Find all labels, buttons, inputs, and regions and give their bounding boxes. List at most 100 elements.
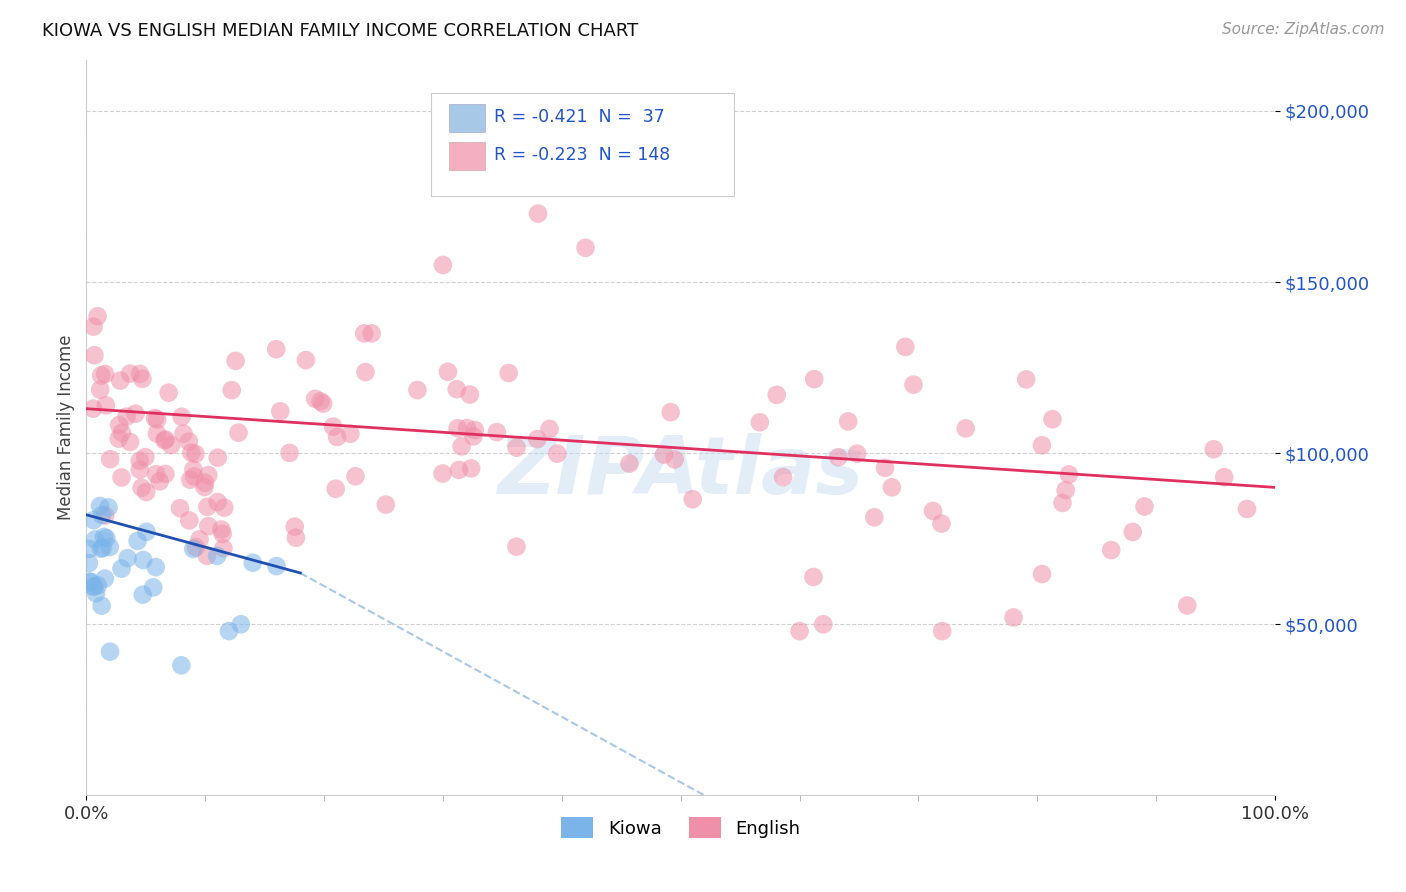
Point — [131, 481, 153, 495]
Point — [160, 438, 183, 452]
Point — [169, 501, 191, 516]
Point — [79, 574, 101, 589]
Point — [1122, 524, 1144, 539]
Point — [931, 516, 953, 531]
Point — [128, 454, 150, 468]
Point — [98, 645, 121, 659]
Point — [450, 439, 472, 453]
Point — [309, 394, 332, 409]
Point — [538, 422, 561, 436]
Point — [110, 374, 132, 388]
Point — [1002, 610, 1025, 624]
Point — [197, 500, 219, 514]
Point — [748, 415, 770, 429]
Point — [170, 658, 193, 673]
Point — [1042, 412, 1064, 426]
Point — [84, 586, 107, 600]
FancyBboxPatch shape — [449, 103, 485, 132]
Point — [132, 588, 155, 602]
Point — [205, 549, 228, 563]
Point — [765, 388, 787, 402]
Point — [193, 480, 215, 494]
Point — [127, 533, 149, 548]
Point — [460, 461, 482, 475]
Point — [135, 524, 157, 539]
Point — [498, 366, 520, 380]
Point — [664, 452, 686, 467]
Point — [432, 258, 454, 272]
Point — [94, 572, 117, 586]
Point — [83, 513, 105, 527]
Point — [207, 450, 229, 465]
Point — [115, 409, 138, 424]
Point — [619, 457, 641, 471]
Point — [209, 523, 232, 537]
Point — [177, 434, 200, 449]
Point — [83, 580, 105, 594]
Point — [212, 541, 235, 556]
Point — [505, 540, 527, 554]
Point — [505, 441, 527, 455]
Point — [228, 425, 250, 440]
Point — [197, 468, 219, 483]
Point — [803, 570, 825, 584]
Point — [458, 387, 481, 401]
Point — [77, 556, 100, 570]
Point — [295, 353, 318, 368]
Point — [813, 617, 835, 632]
Point — [325, 482, 347, 496]
Point — [339, 426, 361, 441]
Point — [93, 530, 115, 544]
Point — [77, 541, 100, 556]
Point — [546, 447, 568, 461]
Point — [1054, 483, 1077, 497]
Point — [269, 404, 291, 418]
Text: R = -0.421  N =  37: R = -0.421 N = 37 — [494, 108, 665, 126]
Point — [180, 445, 202, 459]
Point — [266, 559, 288, 574]
Point — [789, 624, 811, 639]
Point — [83, 348, 105, 362]
Point — [903, 377, 925, 392]
Point — [1175, 599, 1198, 613]
Point — [463, 429, 485, 443]
Point — [1031, 567, 1053, 582]
Point — [284, 531, 307, 545]
Point — [94, 398, 117, 412]
Point — [955, 421, 977, 435]
Point — [574, 241, 596, 255]
Point — [211, 527, 233, 541]
Point — [218, 624, 240, 639]
Point — [278, 446, 301, 460]
Point — [527, 206, 550, 220]
Point — [353, 326, 375, 341]
Point — [135, 485, 157, 500]
Point — [1213, 470, 1236, 484]
Point — [188, 533, 211, 547]
Point — [242, 556, 264, 570]
Point — [82, 401, 104, 416]
Point — [172, 426, 194, 441]
Point — [131, 372, 153, 386]
Point — [1099, 543, 1122, 558]
Point — [110, 470, 132, 484]
Point — [1052, 496, 1074, 510]
Point — [120, 435, 142, 450]
Point — [132, 553, 155, 567]
Point — [129, 367, 152, 381]
Point — [97, 500, 120, 515]
Point — [322, 419, 344, 434]
Point — [229, 617, 252, 632]
Point — [194, 475, 217, 490]
Point — [184, 540, 207, 554]
Legend: Kiowa, English: Kiowa, English — [554, 810, 808, 846]
Point — [225, 353, 247, 368]
Point — [432, 467, 454, 481]
Point — [145, 467, 167, 482]
Point — [437, 365, 460, 379]
Point — [1057, 467, 1080, 482]
Point — [354, 365, 377, 379]
Point — [80, 574, 103, 589]
Point — [526, 432, 548, 446]
Point — [931, 624, 953, 639]
